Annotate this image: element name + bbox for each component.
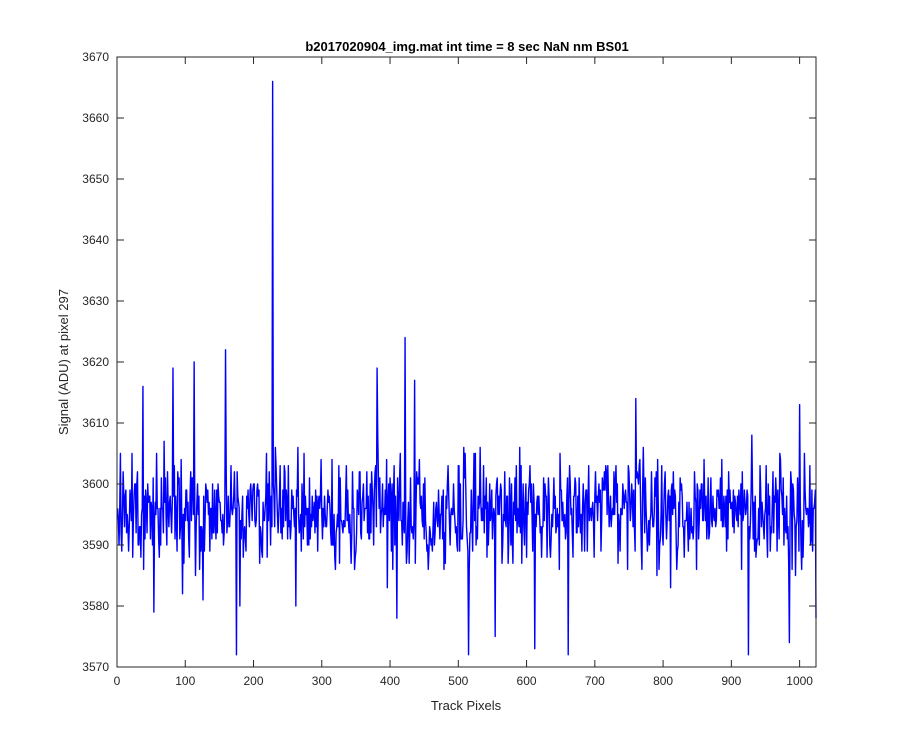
x-axis-label: Track Pixels	[431, 698, 502, 713]
y-tick-label: 3570	[82, 660, 109, 674]
x-tick-label: 900	[721, 674, 741, 688]
axis-ticks: 0 100 200 300 400 500 600 700 800 900 1000 3570 3580…	[82, 50, 816, 688]
y-tick-label: 3620	[82, 355, 109, 369]
y-tick-label: 3580	[82, 599, 109, 613]
x-tick-label: 1000	[786, 674, 813, 688]
y-tick-label: 3670	[82, 50, 109, 64]
axes-background	[117, 57, 816, 667]
plot-area	[116, 80, 817, 656]
y-tick-label: 3590	[82, 538, 109, 552]
x-tick-label: 600	[517, 674, 537, 688]
chart-title: b2017020904_img.mat int time = 8 sec NaN…	[305, 39, 628, 54]
x-tick-label: 700	[585, 674, 605, 688]
y-tick-label: 3630	[82, 294, 109, 308]
signal-series-line	[116, 80, 817, 656]
y-tick-label: 3650	[82, 172, 109, 186]
x-tick-label: 200	[244, 674, 264, 688]
y-tick-label: 3660	[82, 111, 109, 125]
y-axis-label: Signal (ADU) at pixel 297	[56, 289, 71, 435]
y-tick-label: 3610	[82, 416, 109, 430]
x-tick-label: 100	[175, 674, 195, 688]
x-tick-label: 500	[448, 674, 468, 688]
x-tick-label: 0	[114, 674, 121, 688]
y-tick-label: 3640	[82, 233, 109, 247]
x-tick-label: 400	[380, 674, 400, 688]
x-tick-label: 800	[653, 674, 673, 688]
y-tick-label: 3600	[82, 477, 109, 491]
x-tick-label: 300	[312, 674, 332, 688]
